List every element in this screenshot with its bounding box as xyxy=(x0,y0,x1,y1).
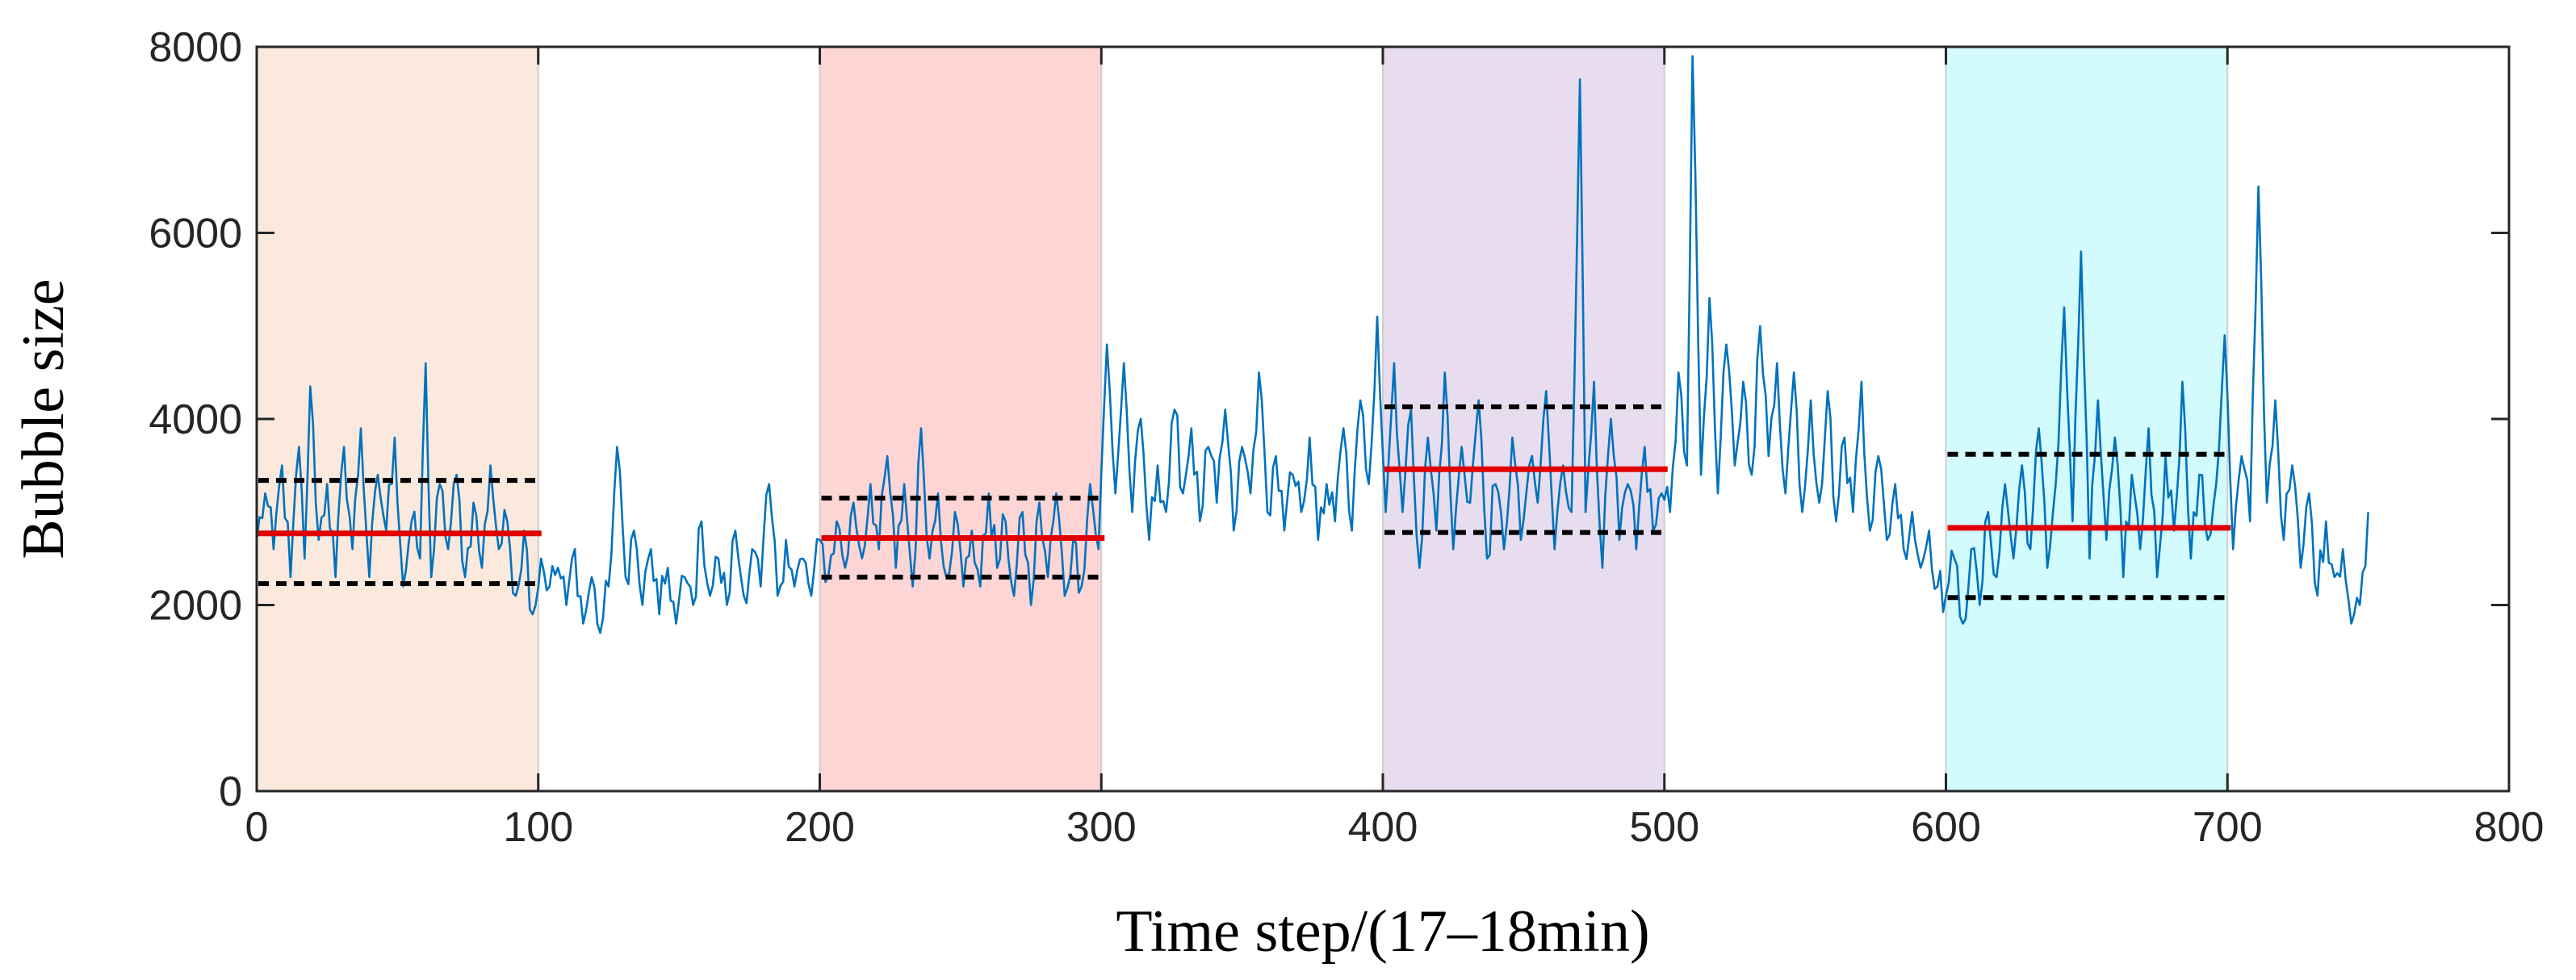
x-tick-label-400: 400 xyxy=(1348,804,1418,851)
x-tick-label-800: 800 xyxy=(2474,804,2545,851)
axis-ticks: 0 100 200 300 400 500 600 700 800020004000600080… xyxy=(149,24,2544,851)
y-tick-label-0: 0 xyxy=(219,769,242,815)
x-tick-label-500: 500 xyxy=(1629,804,1699,851)
x-tick-label-0: 0 xyxy=(245,804,269,851)
shaded-region-1 xyxy=(257,47,538,791)
y-tick-label-4000: 4000 xyxy=(149,396,242,443)
y-tick-label-8000: 8000 xyxy=(149,24,242,71)
x-tick-label-200: 200 xyxy=(785,804,855,851)
x-tick-label-300: 300 xyxy=(1066,804,1137,851)
statistic-lines xyxy=(258,404,2231,601)
y-tick-label-6000: 6000 xyxy=(149,211,242,258)
x-tick-label-100: 100 xyxy=(503,804,573,851)
x-axis-label: Time step/(17–18min) xyxy=(1116,898,1649,965)
y-axis-label: Bubble size xyxy=(10,279,77,559)
x-tick-label-700: 700 xyxy=(2193,804,2263,851)
shaded-regions xyxy=(256,47,2229,791)
x-tick-label-600: 600 xyxy=(1911,804,1981,851)
y-tick-label-2000: 2000 xyxy=(149,583,242,630)
shaded-region-3 xyxy=(1383,47,1665,791)
shaded-region-2 xyxy=(819,47,1102,791)
